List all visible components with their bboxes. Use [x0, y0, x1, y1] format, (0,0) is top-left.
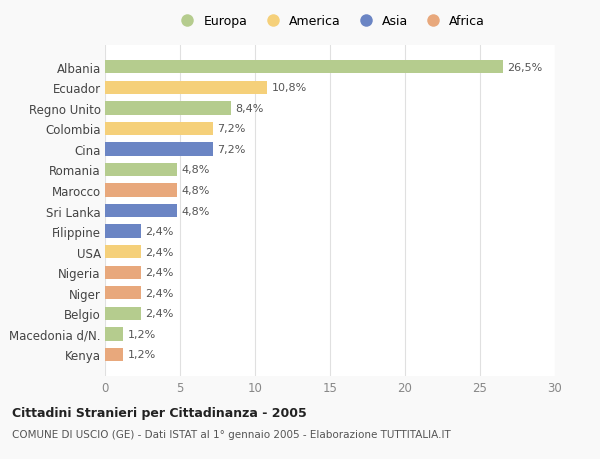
Bar — [105, 225, 141, 238]
Text: 2,4%: 2,4% — [146, 227, 174, 237]
Text: Cittadini Stranieri per Cittadinanza - 2005: Cittadini Stranieri per Cittadinanza - 2… — [12, 406, 307, 419]
Text: 2,4%: 2,4% — [146, 268, 174, 278]
Bar — [105, 348, 123, 361]
Bar — [105, 328, 123, 341]
Text: 2,4%: 2,4% — [146, 309, 174, 319]
Text: 7,2%: 7,2% — [218, 145, 246, 155]
Text: 2,4%: 2,4% — [146, 247, 174, 257]
Text: 1,2%: 1,2% — [128, 329, 156, 339]
Legend: Europa, America, Asia, Africa: Europa, America, Asia, Africa — [170, 10, 490, 33]
Bar — [105, 204, 177, 218]
Bar — [105, 123, 213, 136]
Bar — [105, 266, 141, 280]
Text: 4,8%: 4,8% — [182, 165, 210, 175]
Bar — [105, 61, 503, 74]
Bar — [105, 286, 141, 300]
Text: 2,4%: 2,4% — [146, 288, 174, 298]
Text: 10,8%: 10,8% — [271, 83, 307, 93]
Text: 4,8%: 4,8% — [182, 206, 210, 216]
Text: 4,8%: 4,8% — [182, 185, 210, 196]
Text: 26,5%: 26,5% — [507, 62, 542, 73]
Bar — [105, 81, 267, 95]
Bar — [105, 184, 177, 197]
Text: 1,2%: 1,2% — [128, 350, 156, 360]
Text: COMUNE DI USCIO (GE) - Dati ISTAT al 1° gennaio 2005 - Elaborazione TUTTITALIA.I: COMUNE DI USCIO (GE) - Dati ISTAT al 1° … — [12, 429, 451, 439]
Text: 8,4%: 8,4% — [236, 104, 264, 113]
Bar — [105, 143, 213, 156]
Text: 7,2%: 7,2% — [218, 124, 246, 134]
Bar — [105, 163, 177, 177]
Bar — [105, 246, 141, 259]
Bar — [105, 102, 231, 115]
Bar — [105, 307, 141, 320]
